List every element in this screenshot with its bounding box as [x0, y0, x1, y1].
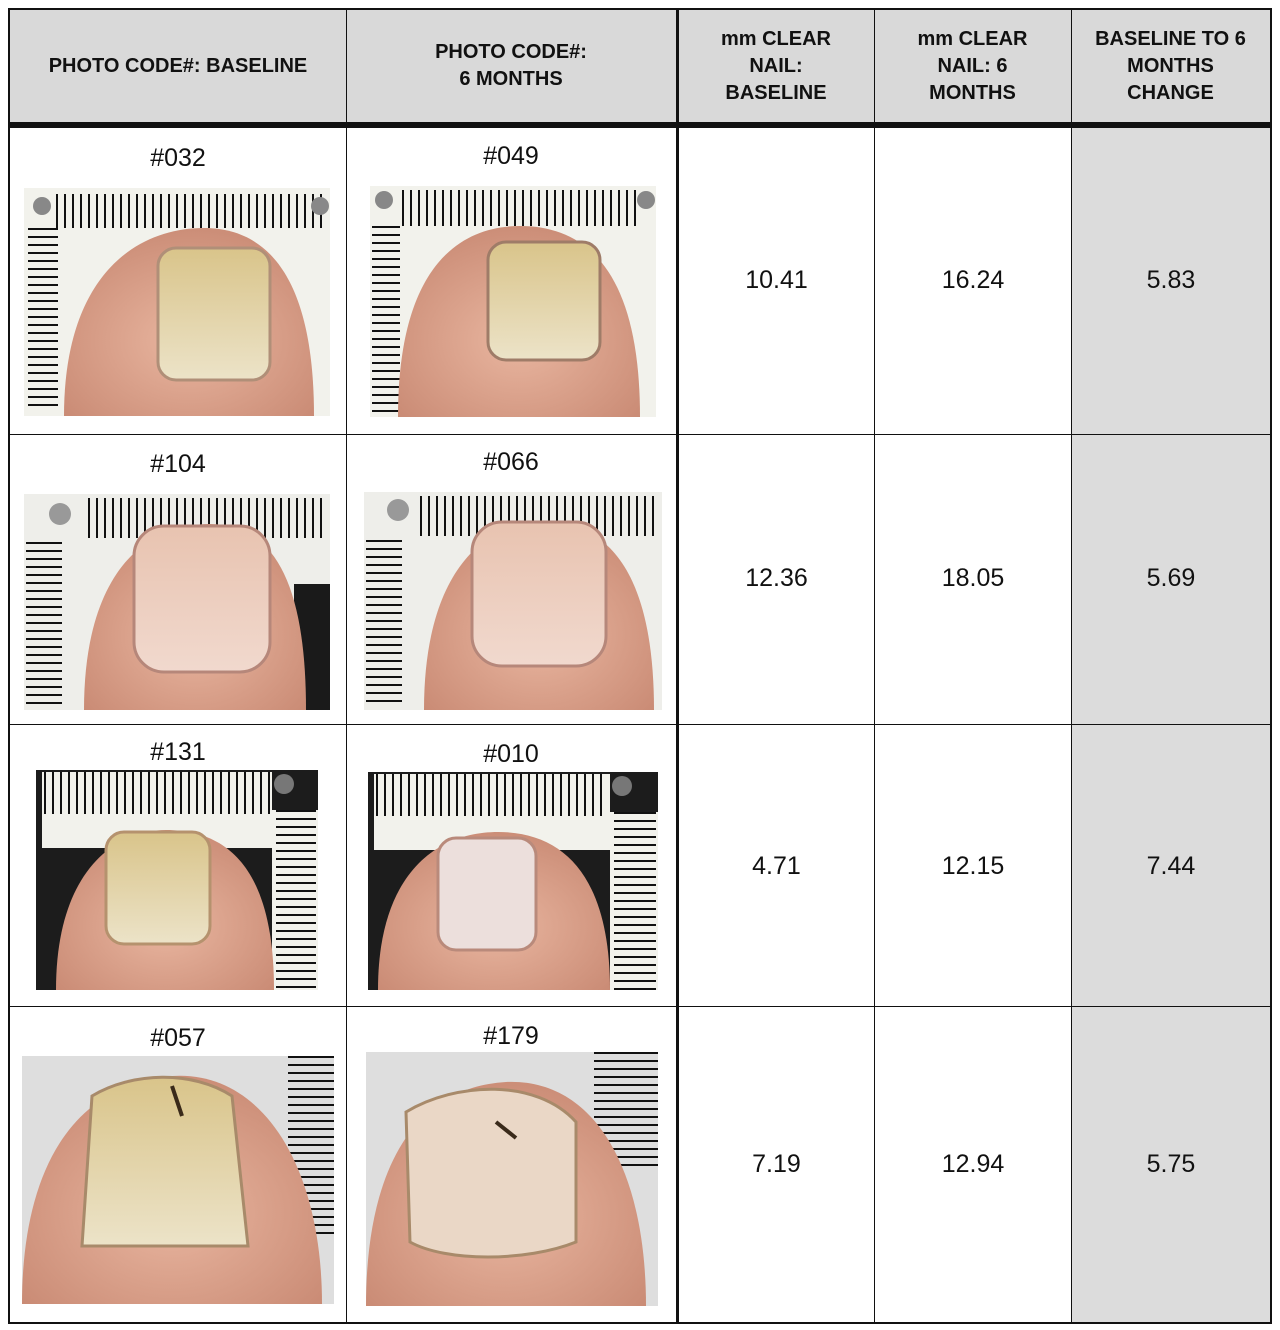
header-photo-code-baseline: PHOTO CODE#: BASELINE	[48, 54, 308, 77]
header-mm-clear-6-months: mm CLEAR NAIL: 6 MONTHS	[917, 27, 1028, 104]
change-value: 5.69	[1146, 564, 1196, 592]
column-divider	[874, 10, 875, 1322]
baseline-toe-photo	[24, 494, 330, 710]
header-mm-clear-baseline: mm CLEAR NAIL: BASELINE	[720, 27, 831, 104]
row-divider	[10, 434, 1270, 435]
header-change: BASELINE TO 6 MONTHS CHANGE	[1095, 27, 1246, 104]
column-divider	[1071, 10, 1072, 1322]
header-photo-code-6-months: PHOTO CODE#: 6 MONTHS	[435, 41, 587, 90]
change-value: 7.44	[1146, 852, 1196, 880]
change-value: 5.75	[1146, 1150, 1196, 1178]
mm-clear-6-months-value: 12.15	[941, 852, 1005, 880]
six-month-toe-photo	[368, 772, 658, 990]
mm-clear-baseline-value: 12.36	[745, 564, 808, 592]
six-month-toe-photo	[366, 1052, 658, 1306]
table-header	[10, 10, 1270, 122]
row-divider	[10, 724, 1270, 725]
six-month-photo-code: #179	[483, 1022, 539, 1050]
baseline-photo-code: #032	[150, 144, 206, 172]
six-month-toe-photo	[364, 492, 662, 710]
change-column-shade	[1072, 128, 1270, 1322]
six-month-toe-photo	[370, 186, 656, 417]
row-divider	[10, 1006, 1270, 1007]
baseline-toe-photo	[24, 188, 330, 416]
mm-clear-6-months-value: 18.05	[941, 564, 1005, 592]
mm-clear-baseline-value: 10.41	[745, 266, 808, 294]
nail-comparison-table: PHOTO CODE#: BASELINE PHOTO CODE#: 6 MON…	[8, 8, 1272, 1324]
six-month-photo-code: #010	[483, 740, 539, 768]
column-divider	[676, 10, 679, 1322]
baseline-photo-code: #057	[150, 1024, 206, 1052]
mm-clear-6-months-value: 12.94	[941, 1150, 1005, 1178]
baseline-photo-code: #131	[150, 738, 206, 766]
baseline-toe-photo	[36, 770, 318, 990]
six-month-photo-code: #066	[483, 448, 539, 476]
mm-clear-baseline-value: 4.71	[752, 852, 801, 880]
change-value: 5.83	[1146, 266, 1196, 294]
mm-clear-6-months-value: 16.24	[941, 266, 1005, 294]
column-divider	[346, 10, 347, 1322]
baseline-photo-code: #104	[150, 450, 206, 478]
six-month-photo-code: #049	[483, 142, 539, 170]
header-divider	[10, 122, 1270, 128]
baseline-toe-photo	[22, 1056, 334, 1304]
mm-clear-baseline-value: 7.19	[752, 1150, 801, 1178]
